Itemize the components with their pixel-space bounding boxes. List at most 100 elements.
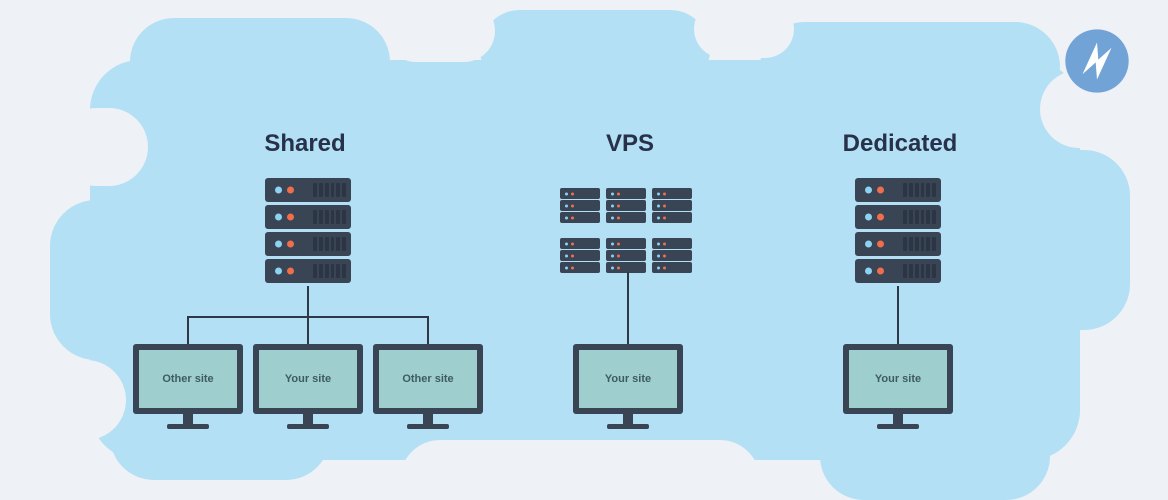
server-led-icon	[571, 242, 574, 245]
monitor-screen-label: Your site	[259, 350, 357, 408]
server-led-icon	[565, 254, 568, 257]
server-led-icon	[571, 204, 574, 207]
mini-server-unit-icon	[652, 262, 692, 273]
monitor-screen-label: Your site	[849, 350, 947, 408]
server-led-icon	[877, 268, 884, 275]
monitor-icon: Other site	[133, 344, 243, 429]
server-vent-icon	[313, 264, 346, 277]
server-led-icon	[663, 192, 666, 195]
mini-server-unit-icon	[606, 262, 646, 273]
server-led-icon	[287, 268, 294, 275]
monitor-icon: Your site	[843, 344, 953, 429]
connection-line	[307, 316, 309, 344]
server-led-icon	[287, 214, 294, 221]
server-led-icon	[657, 242, 660, 245]
mini-server-unit-icon	[606, 238, 646, 249]
server-led-icon	[611, 204, 614, 207]
connection-line	[627, 272, 629, 344]
server-led-icon	[275, 187, 282, 194]
server-unit-icon	[855, 178, 941, 202]
server-led-icon	[877, 187, 884, 194]
mini-server-unit-icon	[652, 212, 692, 223]
title-dedicated: Dedicated	[810, 130, 990, 158]
server-led-icon	[611, 216, 614, 219]
monitor-screen-label: Your site	[579, 350, 677, 408]
server-led-icon	[275, 241, 282, 248]
server-led-icon	[565, 242, 568, 245]
server-led-icon	[565, 266, 568, 269]
vps-server-cluster	[560, 188, 692, 288]
dedicated-server-stack	[855, 178, 941, 286]
mini-server-unit-icon	[560, 250, 600, 261]
server-led-icon	[275, 214, 282, 221]
server-vent-icon	[903, 237, 936, 250]
server-led-icon	[611, 242, 614, 245]
mini-server-unit-icon	[560, 238, 600, 249]
server-led-icon	[657, 254, 660, 257]
monitor-screen-label: Other site	[139, 350, 237, 408]
server-led-icon	[565, 192, 568, 195]
mini-server-unit-icon	[652, 200, 692, 211]
mini-server-unit-icon	[652, 188, 692, 199]
mini-server-unit-icon	[652, 250, 692, 261]
server-unit-icon	[855, 205, 941, 229]
server-unit-icon	[265, 232, 351, 256]
mini-server-unit-icon	[606, 250, 646, 261]
brand-logo	[1064, 28, 1130, 94]
server-led-icon	[865, 214, 872, 221]
connection-line	[307, 286, 309, 316]
server-led-icon	[275, 268, 282, 275]
server-led-icon	[663, 204, 666, 207]
server-led-icon	[663, 266, 666, 269]
title-shared: Shared	[225, 130, 385, 158]
vps-mini-server	[652, 238, 692, 274]
server-led-icon	[657, 192, 660, 195]
server-led-icon	[877, 214, 884, 221]
server-led-icon	[617, 242, 620, 245]
vps-mini-server	[606, 188, 646, 224]
mini-server-unit-icon	[560, 212, 600, 223]
mini-server-unit-icon	[606, 188, 646, 199]
server-led-icon	[617, 216, 620, 219]
server-led-icon	[865, 187, 872, 194]
server-led-icon	[617, 192, 620, 195]
server-led-icon	[571, 266, 574, 269]
server-led-icon	[657, 266, 660, 269]
monitor-icon: Your site	[253, 344, 363, 429]
vps-mini-server	[652, 188, 692, 224]
server-vent-icon	[313, 183, 346, 196]
server-unit-icon	[265, 259, 351, 283]
server-led-icon	[571, 192, 574, 195]
vps-mini-server	[560, 238, 600, 274]
server-led-icon	[611, 254, 614, 257]
server-vent-icon	[313, 237, 346, 250]
connection-line	[187, 316, 189, 344]
server-vent-icon	[313, 210, 346, 223]
vps-mini-server	[606, 238, 646, 274]
mini-server-unit-icon	[606, 212, 646, 223]
mini-server-unit-icon	[652, 238, 692, 249]
mini-server-unit-icon	[560, 188, 600, 199]
server-led-icon	[617, 266, 620, 269]
server-vent-icon	[903, 264, 936, 277]
server-vent-icon	[903, 183, 936, 196]
server-vent-icon	[903, 210, 936, 223]
infographic-stage: SharedVPSDedicated Other siteYour siteOt…	[0, 0, 1168, 500]
mini-server-unit-icon	[606, 200, 646, 211]
server-led-icon	[877, 241, 884, 248]
server-led-icon	[565, 216, 568, 219]
server-led-icon	[617, 254, 620, 257]
server-led-icon	[571, 216, 574, 219]
server-led-icon	[657, 204, 660, 207]
server-unit-icon	[855, 232, 941, 256]
server-led-icon	[663, 216, 666, 219]
server-led-icon	[287, 187, 294, 194]
server-led-icon	[663, 254, 666, 257]
server-led-icon	[617, 204, 620, 207]
server-led-icon	[657, 216, 660, 219]
server-unit-icon	[265, 205, 351, 229]
connection-line	[897, 286, 899, 344]
server-led-icon	[865, 268, 872, 275]
shared-server-stack	[265, 178, 351, 286]
server-unit-icon	[265, 178, 351, 202]
